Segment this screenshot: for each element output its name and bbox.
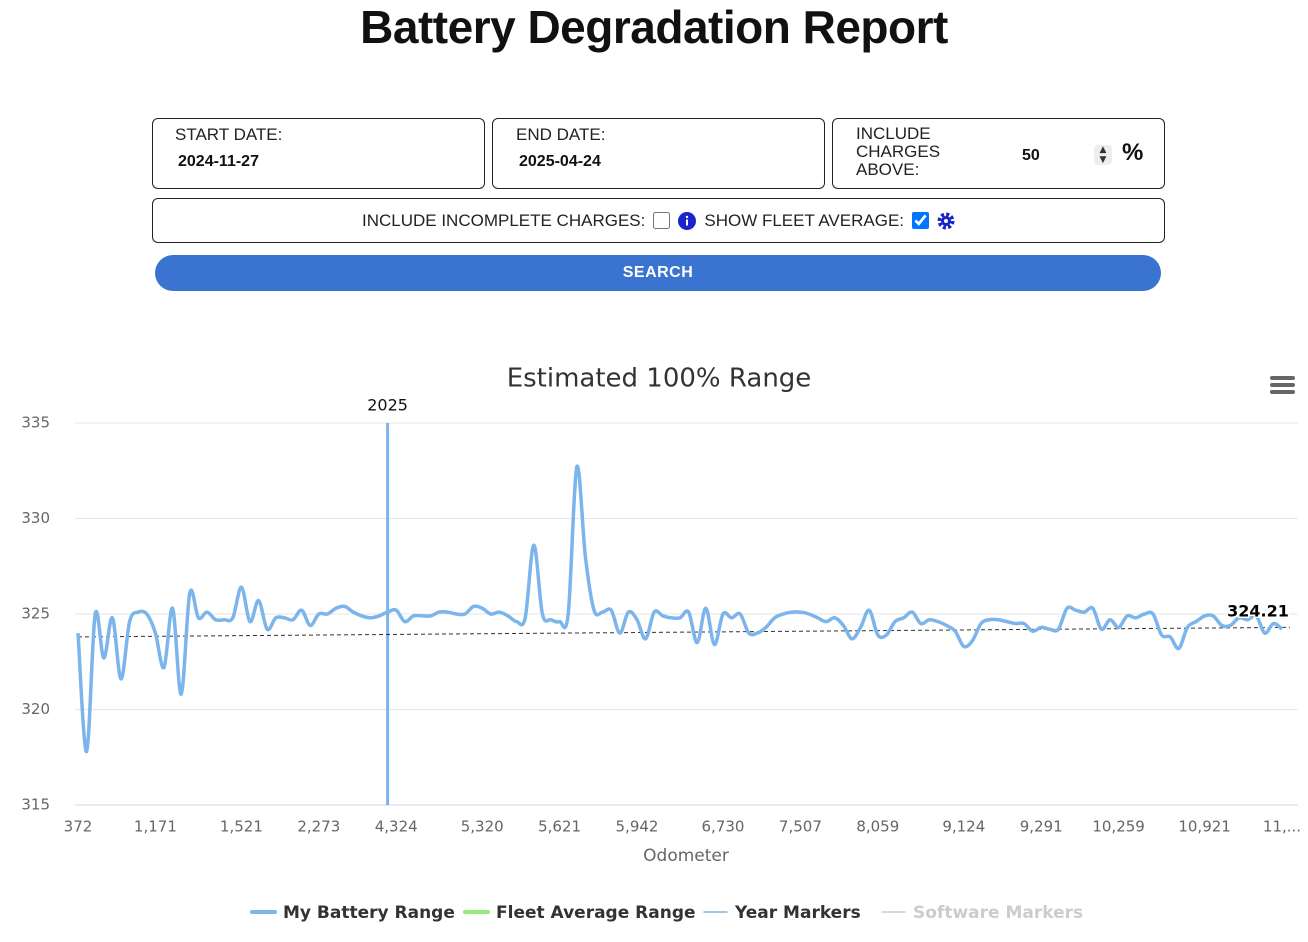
legend-label: Fleet Average Range xyxy=(496,903,696,923)
charges-above-field[interactable]: INCLUDE CHARGES ABOVE: 50 ▲ ▼ % xyxy=(832,118,1165,189)
end-date-field[interactable]: END DATE: 2025-04-24 xyxy=(492,118,825,189)
settings-icon[interactable] xyxy=(937,212,955,230)
year-marker-label: 2025 xyxy=(367,396,408,415)
x-tick-label: 9,124 xyxy=(942,818,985,836)
legend-label: Year Markers xyxy=(734,903,861,923)
checkbox[interactable] xyxy=(653,212,671,229)
y-tick-label: 330 xyxy=(21,509,50,527)
x-tick-label: 372 xyxy=(64,818,93,836)
x-tick-label: 5,621 xyxy=(538,818,581,836)
option-label: INCLUDE INCOMPLETE CHARGES: xyxy=(361,210,646,230)
field-label: START DATE: xyxy=(175,125,283,144)
y-tick-label: 325 xyxy=(21,605,50,623)
x-tick-label: 7,507 xyxy=(779,818,822,836)
spinner[interactable]: ▲ ▼ xyxy=(1094,145,1112,165)
field-value: 50 xyxy=(1022,147,1040,164)
options-row: INCLUDE INCOMPLETE CHARGES: SHOW FLEET A… xyxy=(152,198,1165,243)
x-tick-label: 8,059 xyxy=(856,818,899,836)
y-tick-label: 320 xyxy=(21,700,50,718)
x-tick-label: 5,320 xyxy=(461,818,504,836)
field-value: 2024-11-27 xyxy=(178,153,259,170)
x-tick-label: 2,273 xyxy=(297,818,340,836)
x-tick-label: 11,... xyxy=(1263,818,1301,836)
x-tick-label: 1,521 xyxy=(220,818,263,836)
x-tick-label: 4,324 xyxy=(375,818,418,836)
checkbox[interactable] xyxy=(912,212,930,229)
end-value-label: 324.21 xyxy=(1227,602,1289,621)
y-tick-label: 315 xyxy=(21,796,50,814)
legend-label: My Battery Range xyxy=(283,903,455,923)
x-tick-label: 10,259 xyxy=(1092,818,1145,836)
menu-icon[interactable] xyxy=(1270,376,1295,394)
series-line xyxy=(76,464,1284,754)
legend-label: Software Markers xyxy=(913,903,1083,923)
info-icon[interactable] xyxy=(678,211,697,230)
y-tick-label: 335 xyxy=(21,414,50,432)
x-tick-label: 9,291 xyxy=(1020,818,1063,836)
page-title: Battery Degradation Report xyxy=(360,1,948,53)
field-label: END DATE: xyxy=(516,125,606,144)
x-tick-label: 10,921 xyxy=(1178,818,1231,836)
trend-line xyxy=(77,626,1291,638)
start-date-field[interactable]: START DATE: 2024-11-27 xyxy=(152,118,485,189)
x-tick-label: 6,730 xyxy=(702,818,745,836)
chart: Estimated 100% Range Odometer 315 320 325 3… xyxy=(21,364,1301,924)
field-label: INCLUDE CHARGES ABOVE: xyxy=(856,124,941,179)
chart-title: Estimated 100% Range xyxy=(507,364,812,394)
x-tick-label: 1,171 xyxy=(134,818,177,836)
field-value: 2025-04-24 xyxy=(519,153,601,170)
search-button[interactable]: SEARCH xyxy=(155,255,1161,291)
x-axis-title: Odometer xyxy=(643,846,729,866)
option-label: SHOW FLEET AVERAGE: xyxy=(704,210,905,230)
unit: % xyxy=(1122,139,1144,166)
x-tick-label: 5,942 xyxy=(616,818,659,836)
